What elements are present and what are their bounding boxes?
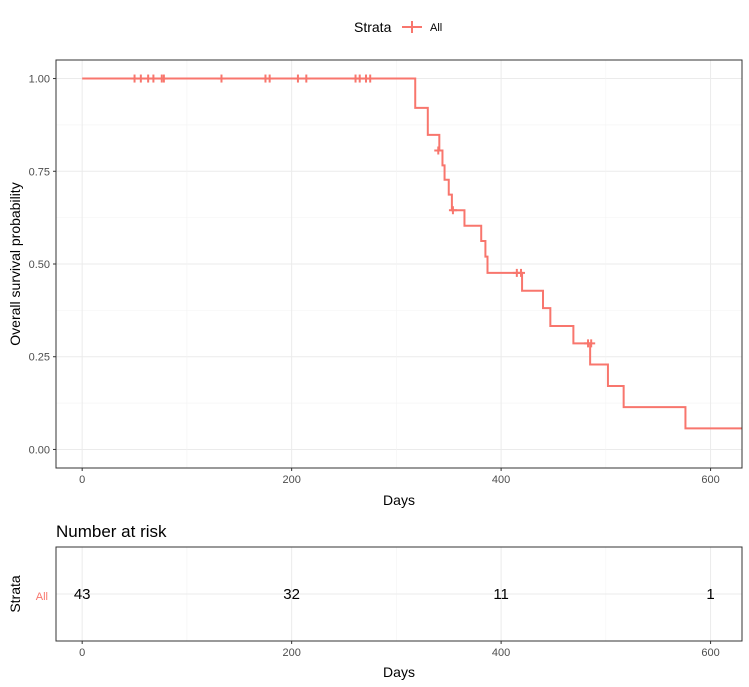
risk-value: 11 [493,586,509,603]
main-y-tick-label: 0.75 [29,166,50,178]
survival-curve-all [82,77,742,430]
risk-x-ticks: 0 200 400 600 [79,641,720,659]
risk-x-axis-title: Days [383,664,415,680]
risk-value: 1 [706,586,714,603]
risk-panel-border [55,546,743,642]
censor-marks [130,74,596,348]
risk-values: 43 32 11 1 [74,586,715,603]
legend-title: Strata [354,19,392,35]
main-x-tick-label: 400 [492,474,510,486]
legend: Strata All [354,19,442,35]
risk-row-label-all: All [36,591,48,603]
main-y-tick-label: 1.00 [29,74,50,86]
main-x-tick-label: 600 [701,474,719,486]
main-y-tick-label: 0.25 [29,352,50,364]
risk-x-tick-label: 200 [282,647,300,659]
risk-x-tick-label: 400 [492,647,510,659]
risk-grid [56,547,742,641]
risk-x-tick-label: 0 [79,647,85,659]
risk-value: 43 [74,586,91,603]
main-x-tick-label: 200 [282,474,300,486]
legend-entry-all: All [430,22,442,34]
main-x-ticks: 0 200 400 600 [79,468,720,486]
main-y-tick-label: 0.50 [29,259,50,271]
main-y-axis-title: Overall survival probability [7,182,23,345]
risk-value: 32 [283,586,300,603]
main-x-axis-title: Days [383,492,415,508]
main-x-tick-label: 0 [79,474,85,486]
main-y-ticks: 0.00 0.25 0.50 0.75 1.00 [29,74,56,456]
risk-x-tick-label: 600 [701,647,719,659]
risk-table-title: Number at risk [56,522,167,541]
survival-curve [82,77,742,430]
risk-y-axis-title: Strata [7,575,23,613]
main-y-tick-label: 0.00 [29,444,50,456]
